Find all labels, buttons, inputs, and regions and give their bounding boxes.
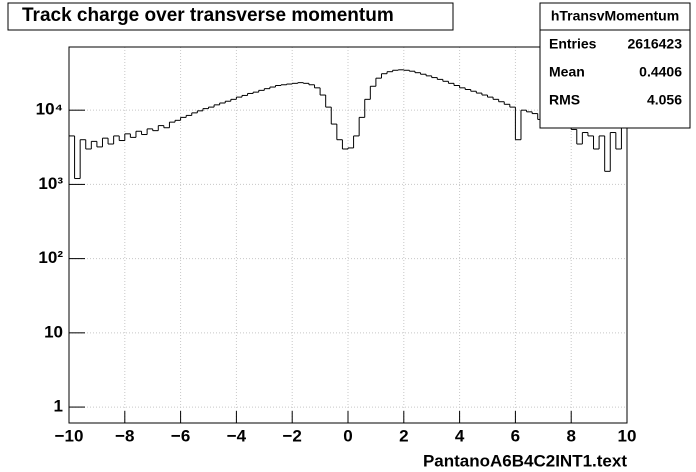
stats-value: 2616423 xyxy=(627,36,682,52)
stats-frame xyxy=(539,2,691,129)
x-tick-label: −10 xyxy=(55,426,84,445)
x-axis-label: PantanoA6B4C2INT1.text xyxy=(423,451,627,470)
stats-value: 4.056 xyxy=(647,92,682,108)
stats-value: 0.4406 xyxy=(639,64,682,80)
y-tick-label: 10 xyxy=(44,322,63,341)
stats-label: Entries xyxy=(549,36,597,52)
x-tick-label: −4 xyxy=(227,426,247,445)
y-tick-label: 1 xyxy=(54,397,63,416)
y-tick-label: 10³ xyxy=(38,174,63,193)
title-box xyxy=(7,2,454,31)
x-tick-label: −6 xyxy=(171,426,190,445)
x-tick-label: 0 xyxy=(343,426,352,445)
x-tick-label: 2 xyxy=(399,426,408,445)
x-tick-label: 8 xyxy=(566,426,575,445)
y-tick-label: 10² xyxy=(38,248,63,267)
x-tick-label: −8 xyxy=(115,426,134,445)
chart-title: Track charge over transverse momentum xyxy=(22,5,394,26)
x-tick-label: 6 xyxy=(511,426,520,445)
stats-label: Mean xyxy=(549,64,585,80)
stats-box: hTransvMomentum Entries 2616423 Mean 0.4406… xyxy=(539,2,691,129)
stats-label: RMS xyxy=(549,92,580,108)
x-tick-label: 10 xyxy=(618,426,637,445)
stats-title: hTransvMomentum xyxy=(551,8,679,24)
y-tick-label: 10⁴ xyxy=(36,100,63,119)
x-tick-label: 4 xyxy=(455,426,465,445)
x-tick-label: −2 xyxy=(283,426,302,445)
